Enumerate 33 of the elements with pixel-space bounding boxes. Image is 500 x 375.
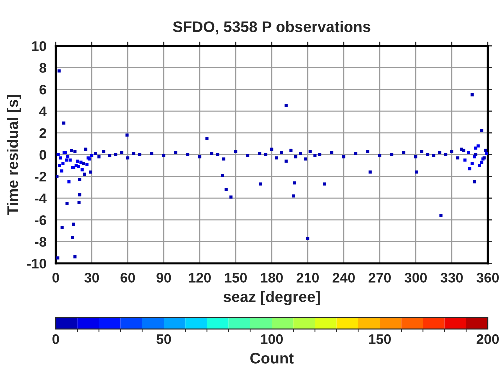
y-tick-label: 6 [40,84,46,95]
x-tick-label: 90 [156,273,172,283]
y-tick-label: -4 [35,194,47,204]
chart-title: SFDO, 5358 P observations [173,21,371,35]
x-tick-label: 60 [120,273,136,283]
x-tick-label: 120 [189,273,212,283]
y-tick-label: 2 [40,128,46,138]
y-tick-label: -8 [35,237,47,248]
x-tick-label: 150 [225,273,248,283]
x-tick-label: 270 [368,273,392,283]
y-tick-label: 10 [32,41,46,52]
color-bar-label: 0 [52,334,60,344]
y-axis-title: Time residual [s] [7,95,22,216]
color-bar-label: 50 [156,334,172,344]
color-bar-title: Count [250,353,294,364]
x-tick-label: 30 [84,273,100,283]
y-tick-label: 4 [39,106,47,116]
y-tick-label: -10 [27,258,46,269]
x-tick-label: 240 [332,273,356,283]
y-tick-label: 8 [40,63,47,74]
y-tick-label: -2 [35,172,46,182]
x-tick-label: 210 [296,273,320,283]
x-axis-title: seaz [degree] [224,291,320,306]
x-tick-label: 360 [476,273,500,283]
x-tick-label: 300 [404,273,428,283]
x-tick-label: 180 [261,273,284,283]
y-tick-label: 0 [40,150,46,160]
color-bar-label: 100 [261,334,284,344]
color-bar-label: 150 [369,334,392,344]
x-tick-label: 330 [440,273,464,283]
color-bar-label: 200 [476,334,500,344]
y-tick-label: -6 [35,215,46,226]
x-tick-label: 0 [52,273,60,283]
